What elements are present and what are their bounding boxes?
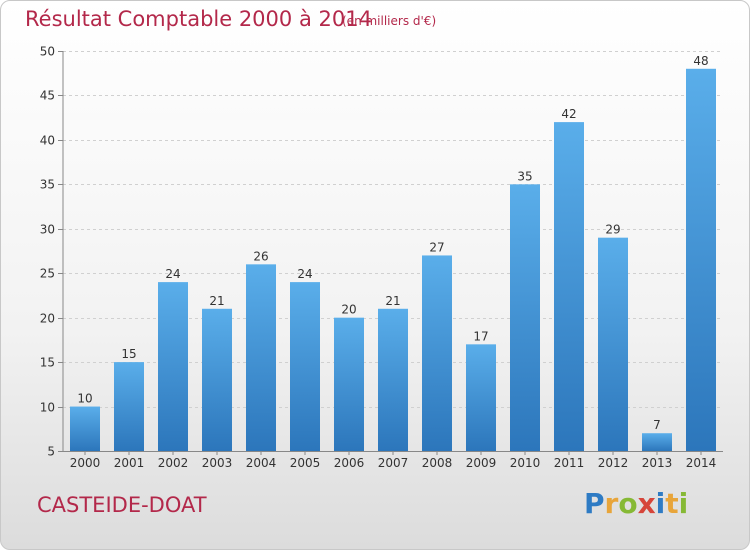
data-label: 20 bbox=[341, 303, 356, 317]
x-tick-label: 2013 bbox=[642, 456, 673, 470]
bar bbox=[202, 308, 232, 451]
y-tick-label: 45 bbox=[40, 89, 55, 103]
commune-name: CASTEIDE-DOAT bbox=[37, 493, 207, 517]
bar bbox=[686, 68, 716, 452]
chart-title: Résultat Comptable 2000 à 2014 bbox=[25, 7, 372, 31]
x-tick-label: 2014 bbox=[686, 456, 717, 470]
x-tick-label: 2010 bbox=[510, 456, 541, 470]
bar bbox=[642, 433, 672, 451]
bar bbox=[422, 255, 452, 451]
logo-letter: t bbox=[665, 487, 679, 520]
x-tick-label: 2005 bbox=[290, 456, 321, 470]
y-tick-label: 20 bbox=[40, 312, 55, 326]
data-label: 26 bbox=[253, 249, 268, 263]
data-label: 29 bbox=[605, 223, 620, 237]
data-label: 17 bbox=[473, 329, 488, 343]
bars: 10 15 24 21 26 24 20 21 27 17 35 42 29 7 48 bbox=[70, 54, 716, 452]
y-tick-label: 25 bbox=[40, 267, 55, 281]
x-tick-label: 2004 bbox=[246, 456, 277, 470]
y-axis: 5 10 15 20 25 30 35 40 45 50 bbox=[40, 45, 64, 459]
bar bbox=[290, 282, 320, 451]
y-tick-label: 35 bbox=[40, 178, 55, 192]
chart-unit: (en milliers d'€) bbox=[342, 14, 437, 28]
logo-letter: r bbox=[604, 487, 619, 520]
x-tick-label: 2003 bbox=[202, 456, 233, 470]
data-label: 24 bbox=[297, 267, 312, 281]
bar bbox=[466, 344, 496, 451]
bar bbox=[378, 308, 408, 451]
data-label: 10 bbox=[77, 392, 92, 406]
data-label: 42 bbox=[561, 107, 576, 121]
x-tick-label: 2008 bbox=[422, 456, 453, 470]
bar bbox=[510, 184, 540, 452]
logo-letter: x bbox=[637, 487, 656, 520]
bar bbox=[554, 122, 584, 451]
data-label: 21 bbox=[385, 294, 400, 308]
x-tick-label: 2007 bbox=[378, 456, 409, 470]
bar bbox=[598, 237, 628, 451]
proxiti-logo: Proxiti bbox=[584, 487, 688, 520]
logo-letter: i bbox=[655, 487, 666, 520]
data-label: 7 bbox=[653, 418, 661, 432]
data-label: 24 bbox=[165, 267, 180, 281]
x-tick-label: 2000 bbox=[70, 456, 101, 470]
logo-letter: o bbox=[618, 487, 638, 520]
x-tick-label: 2006 bbox=[334, 456, 365, 470]
x-tick-label: 2002 bbox=[158, 456, 189, 470]
y-tick-label: 10 bbox=[40, 401, 55, 415]
bar bbox=[246, 264, 276, 451]
x-axis: 2000 2001 2002 2003 2004 2005 2006 2007 2008 2009… bbox=[63, 451, 723, 470]
bar bbox=[70, 406, 100, 451]
x-tick-label: 2012 bbox=[598, 456, 629, 470]
data-label: 35 bbox=[517, 169, 532, 183]
y-tick-label: 5 bbox=[47, 445, 55, 459]
logo-letter: P bbox=[584, 487, 605, 520]
y-tick-label: 50 bbox=[40, 45, 55, 59]
logo-letter: i bbox=[678, 487, 689, 520]
x-tick-label: 2011 bbox=[554, 456, 585, 470]
y-tick-label: 30 bbox=[40, 223, 55, 237]
bar bbox=[158, 282, 188, 451]
data-label: 21 bbox=[209, 294, 224, 308]
bar bbox=[334, 317, 364, 451]
bar bbox=[114, 362, 144, 451]
y-tick-label: 40 bbox=[40, 134, 55, 148]
y-tick-label: 15 bbox=[40, 356, 55, 370]
x-tick-label: 2001 bbox=[114, 456, 145, 470]
data-label: 15 bbox=[121, 347, 136, 361]
x-tick-label: 2009 bbox=[466, 456, 497, 470]
data-label: 48 bbox=[693, 54, 708, 68]
data-label: 27 bbox=[429, 240, 444, 254]
